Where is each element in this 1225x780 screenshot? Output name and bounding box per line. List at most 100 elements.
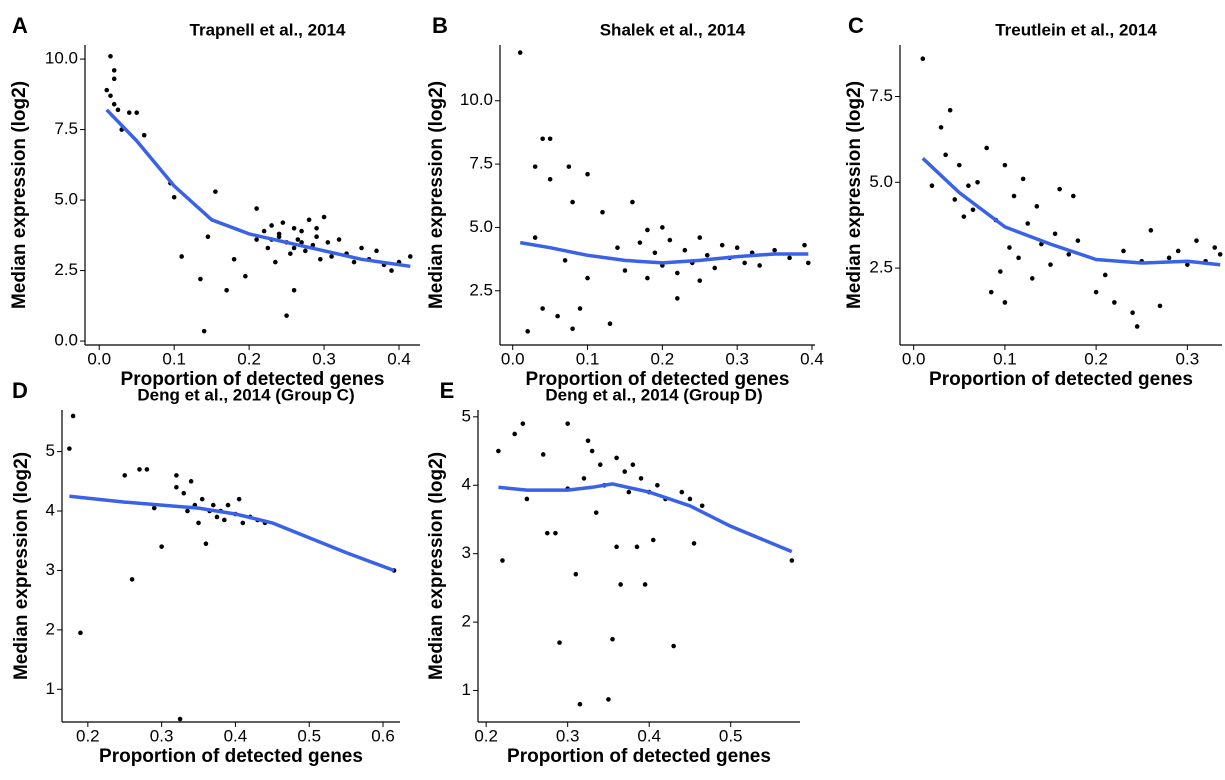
data-point [947, 107, 953, 113]
data-point [805, 260, 811, 266]
data-point [78, 630, 83, 636]
data-point [236, 496, 242, 502]
data-point [988, 289, 994, 295]
y-tick-label: 3 [46, 560, 55, 579]
y-tick-label: 1 [46, 679, 55, 698]
x-axis-label: Proportion of detected genes [507, 746, 771, 767]
data-point [1194, 238, 1199, 243]
data-point [1034, 204, 1040, 209]
data-point [998, 269, 1003, 274]
data-point [630, 462, 636, 468]
data-point [600, 209, 605, 215]
data-point [265, 245, 271, 251]
chart-title: Deng et al., 2014 (Group D) [545, 385, 762, 404]
data-point [618, 582, 623, 587]
data-point [589, 448, 595, 454]
data-point [966, 183, 971, 189]
data-point [144, 467, 150, 472]
data-point [214, 514, 220, 520]
data-point [321, 214, 327, 220]
panel-label: E [440, 378, 455, 403]
data-point [276, 234, 282, 240]
data-point [532, 164, 538, 169]
data-point [802, 242, 807, 248]
data-point [115, 107, 121, 113]
y-axis-label: Median expression (log2) [9, 81, 30, 309]
data-point [697, 278, 703, 283]
data-point [655, 482, 660, 488]
data-point [199, 496, 205, 502]
x-axis-label: Proportion of detected genes [929, 369, 1193, 390]
data-point [566, 164, 572, 169]
data-point [240, 520, 246, 526]
smooth-curve [498, 482, 793, 554]
data-point [719, 242, 725, 248]
data-point [634, 544, 640, 550]
data-point [956, 162, 962, 168]
data-point [734, 245, 740, 251]
y-tick-label: 4 [46, 501, 55, 520]
x-tick-label: 0.3 [1176, 349, 1200, 368]
data-point [299, 228, 304, 234]
y-tick-label: 2 [462, 612, 471, 631]
data-point [1134, 324, 1140, 329]
data-point [407, 254, 413, 259]
smooth-curve [519, 240, 809, 265]
data-point [637, 240, 643, 245]
y-axis-label: Median expression (log2) [11, 452, 32, 680]
x-tick-label: 0.5 [297, 726, 321, 745]
data-point [512, 431, 517, 437]
data-point [1007, 245, 1012, 250]
data-point [303, 248, 308, 254]
data-point [291, 288, 297, 293]
data-point [111, 68, 117, 73]
data-point [772, 247, 777, 253]
data-point [622, 469, 628, 474]
chart-title: Shalek et al., 2014 [600, 20, 746, 39]
data-point [1121, 248, 1126, 254]
data-point [329, 254, 334, 259]
data-point [593, 510, 599, 515]
data-point [697, 235, 703, 240]
data-point [269, 223, 274, 228]
y-tick-label: 7.5 [469, 154, 493, 173]
data-point [295, 237, 301, 242]
data-point [573, 571, 579, 577]
data-point [525, 329, 530, 334]
data-point [1029, 276, 1035, 281]
data-point [104, 87, 110, 93]
y-tick-label: 5.0 [54, 190, 78, 209]
data-point [622, 268, 628, 273]
y-tick-label: 2.5 [54, 260, 78, 279]
data-point [261, 228, 267, 234]
data-point [645, 227, 650, 233]
data-point [1025, 221, 1031, 226]
data-point [306, 217, 312, 223]
data-point [524, 496, 530, 502]
data-point [606, 697, 611, 702]
data-point [1212, 245, 1218, 250]
data-point [557, 640, 562, 645]
y-axis-label: Median expression (log2) [844, 81, 865, 309]
data-point [273, 259, 278, 265]
data-point [984, 145, 989, 151]
x-tick-label: 0.0 [902, 349, 926, 368]
data-point [336, 237, 342, 242]
data-point [520, 421, 526, 426]
y-tick-label: 2.5 [469, 280, 493, 299]
y-axis-label: Median expression (log2) [426, 81, 447, 309]
x-tick-label: 0.3 [556, 726, 580, 745]
data-point [174, 473, 179, 478]
data-point [585, 438, 591, 444]
data-point [742, 260, 747, 266]
y-tick-label: 7.5 [869, 86, 893, 105]
data-point [314, 234, 319, 240]
x-tick-label: 0.5 [719, 726, 743, 745]
data-point [667, 237, 673, 243]
data-point [231, 256, 237, 262]
data-point [291, 225, 297, 231]
data-point [181, 490, 187, 496]
x-tick-label: 0.4 [637, 726, 661, 745]
data-point [1112, 300, 1117, 305]
